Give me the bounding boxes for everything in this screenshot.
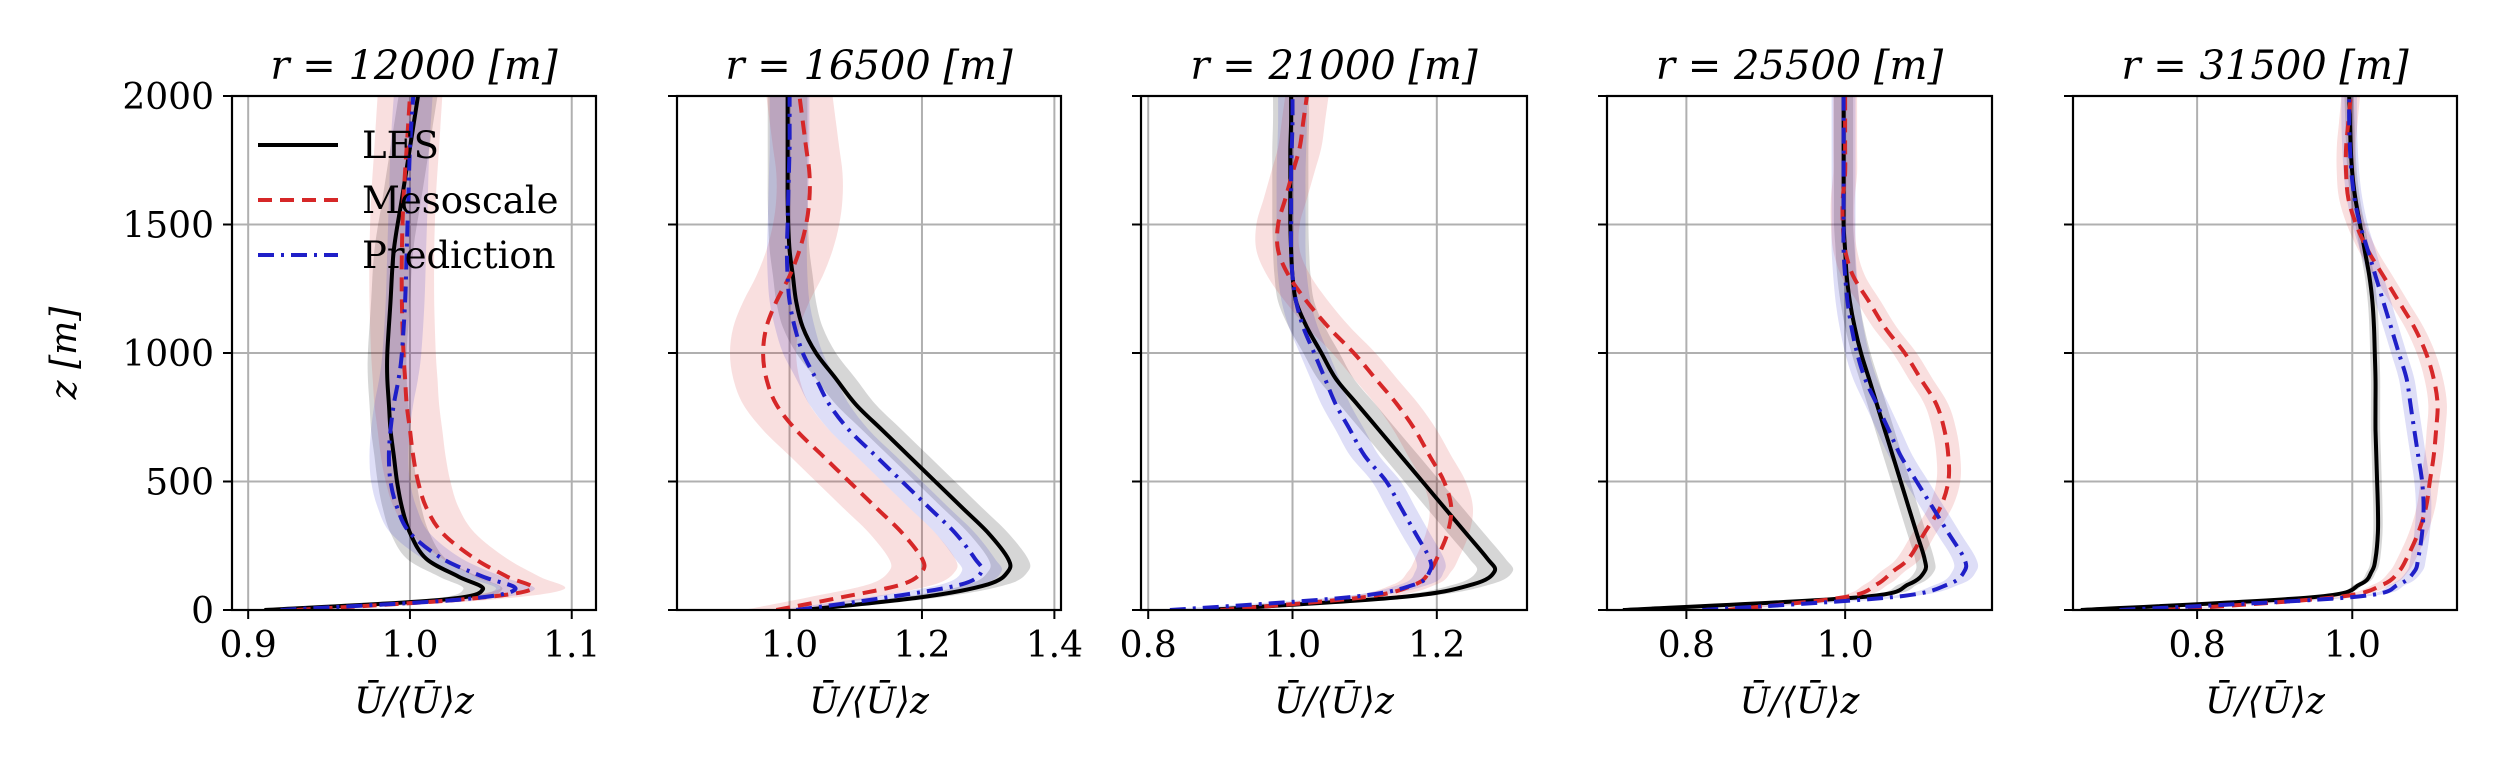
band-mesoscale — [1198, 96, 1474, 610]
x-tick-label: 1.0 — [1264, 625, 1321, 666]
panel-title: r = 16500 [m] — [725, 43, 1013, 89]
y-tick-label: 1500 — [122, 206, 214, 247]
x-tick-label: 0.8 — [1120, 625, 1177, 666]
band-mesoscale — [264, 96, 566, 610]
series-line-les — [1205, 96, 1498, 610]
series-line-mesoscale — [2165, 96, 2440, 610]
panel-3: 0.8 1.0 1.2 r = 21000 [m] Ū/⟨Ū⟩z — [1120, 43, 1529, 722]
x-tick-label: 1.0 — [2324, 625, 2381, 666]
x-axis-label: Ū/⟨Ū⟩z — [1274, 681, 1395, 722]
x-tick-label: 1.2 — [1408, 625, 1465, 666]
band-les — [244, 96, 503, 610]
panel-5: 0.8 1.0 r = 31500 [m] Ū/⟨Ū⟩z — [2064, 43, 2459, 722]
x-tick-label: 1.0 — [1817, 625, 1874, 666]
x-axis-label: Ū/⟨Ū⟩z — [809, 681, 930, 722]
x-tick-label: 0.8 — [2168, 625, 2225, 666]
y-tick-label: 1000 — [122, 334, 214, 375]
series-line-mesoscale — [1220, 96, 1454, 610]
band-prediction — [1155, 96, 1446, 610]
band-prediction — [261, 96, 535, 610]
band-les — [767, 96, 1031, 610]
panel-1: 0.9 1.0 1.1 0 500 1000 1500 2000 r = 12000 [m] Ū/… — [44, 43, 600, 722]
x-tick-label: 1.0 — [381, 625, 438, 666]
series-line-les — [264, 96, 485, 610]
series-line-prediction — [2119, 96, 2426, 610]
y-tick-label: 500 — [145, 463, 214, 504]
legend: LES Mesoscale Prediction — [258, 124, 559, 277]
x-tick-label: 1.1 — [543, 625, 600, 666]
series-line-prediction — [1169, 96, 1434, 610]
x-axis-label: Ū/⟨Ū⟩z — [1740, 681, 1861, 722]
x-tick-label: 0.8 — [1658, 625, 1715, 666]
series-line-prediction — [280, 96, 518, 610]
band-mesoscale — [1714, 96, 1962, 610]
panel-4: 0.8 1.0 r = 25500 [m] Ū/⟨Ū⟩z — [1598, 43, 1994, 722]
series-line-prediction — [1702, 96, 1969, 610]
y-tick-label: 0 — [191, 591, 214, 632]
legend-label-prediction: Prediction — [362, 234, 556, 277]
legend-label-mesoscale: Mesoscale — [362, 179, 559, 222]
x-axis-label: Ū/⟨Ū⟩z — [354, 681, 475, 722]
series-line-prediction — [784, 96, 985, 610]
band-les — [1187, 96, 1514, 610]
x-tick-label: 1.0 — [761, 625, 818, 666]
y-tick-label: 2000 — [122, 77, 214, 118]
x-tick-label: 1.4 — [1026, 625, 1083, 666]
x-tick-label: 0.9 — [220, 625, 277, 666]
legend-label-les: LES — [362, 124, 439, 167]
x-axis-label: Ū/⟨Ū⟩z — [2205, 681, 2326, 722]
band-prediction — [1690, 96, 1979, 610]
series-line-les — [2080, 96, 2381, 610]
y-axis-label: z [m] — [44, 306, 85, 401]
x-tick-label: 1.2 — [893, 625, 950, 666]
series-line-mesoscale — [761, 96, 927, 610]
panel-title: r = 25500 [m] — [1656, 43, 1944, 89]
panel-2: 1.0 1.2 1.4 r = 16500 [m] Ū/⟨Ū⟩z — [668, 43, 1083, 722]
panel-title: r = 12000 [m] — [270, 43, 558, 89]
panel-title: r = 21000 [m] — [1190, 43, 1478, 89]
series-line-mesoscale — [1725, 96, 1952, 610]
panel-title: r = 31500 [m] — [2121, 43, 2409, 89]
